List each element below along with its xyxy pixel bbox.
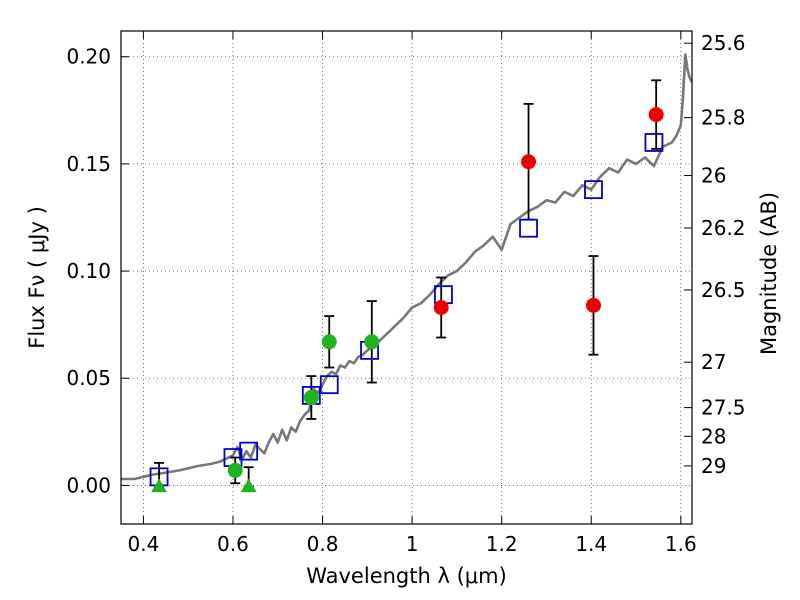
filled-triangle-marker bbox=[151, 478, 168, 493]
y2-tick-label: 29 bbox=[701, 454, 726, 478]
data-points bbox=[149, 79, 664, 493]
y2-tick-label: 28 bbox=[701, 424, 726, 448]
y2-tick-label: 27.5 bbox=[701, 396, 746, 420]
x-tick-label: 1.2 bbox=[486, 532, 518, 556]
y2-tick-label: 25.8 bbox=[701, 106, 746, 130]
x-tick-label: 0.8 bbox=[307, 532, 339, 556]
x-tick-label: 1.4 bbox=[575, 532, 607, 556]
open-square-marker bbox=[239, 441, 259, 461]
x-tick-label: 0.4 bbox=[127, 532, 159, 556]
filled-circle-marker bbox=[303, 390, 319, 406]
y2-tick-label: 25.6 bbox=[701, 31, 746, 55]
grid-lines bbox=[121, 31, 692, 524]
open-square-marker bbox=[584, 180, 603, 200]
filled-circle-marker bbox=[521, 154, 537, 170]
y2-axis-label: Magnitude (AB) bbox=[757, 192, 781, 355]
y-tick-label: 0.00 bbox=[66, 473, 111, 497]
y2-tick-label: 27 bbox=[701, 350, 726, 374]
filled-triangle-marker bbox=[240, 478, 257, 493]
x-tick-label: 0.6 bbox=[217, 532, 249, 556]
model-spectrum bbox=[121, 53, 694, 481]
filled-circle-marker bbox=[227, 462, 243, 478]
y-tick-label: 0.10 bbox=[66, 259, 111, 283]
open-square-marker bbox=[644, 133, 664, 152]
y2-tick-label: 26.5 bbox=[701, 278, 746, 302]
filled-circle-marker bbox=[321, 334, 337, 350]
y-tick-label: 0.05 bbox=[66, 366, 111, 390]
y2-tick-label: 26.2 bbox=[701, 216, 746, 240]
filled-circle-marker bbox=[648, 107, 664, 123]
y-tick-label: 0.20 bbox=[66, 45, 111, 69]
x-tick-label: 1.6 bbox=[665, 532, 697, 556]
model-spectrum-line bbox=[121, 53, 694, 481]
y2-tick-label: 26 bbox=[701, 163, 726, 187]
open-square-marker bbox=[519, 218, 538, 238]
filled-circle-marker bbox=[433, 300, 449, 316]
filled-circle-marker bbox=[364, 334, 380, 350]
plot-frame bbox=[120, 30, 693, 525]
x-axis-label: Wavelength λ (μm) bbox=[306, 564, 507, 588]
y-tick-label: 0.15 bbox=[66, 152, 111, 176]
axis-ticks: 0.4 0.6 0.8 1 1.2 1.4 1.6 0.00 0.05 0.10 0.15 0.20 2… bbox=[66, 31, 746, 556]
x-tick-label: 1 bbox=[406, 532, 419, 556]
open-square-marker bbox=[319, 375, 339, 395]
y-axis-label: Flux Fν ( μJy ) bbox=[25, 206, 49, 349]
filled-circle-marker bbox=[585, 297, 601, 313]
